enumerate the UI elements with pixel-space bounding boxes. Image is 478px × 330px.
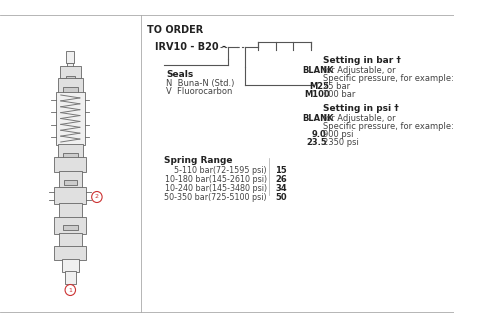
Bar [63,87,78,93]
Text: 900 psi: 900 psi [323,130,354,139]
Text: N  Buna-N (Std.): N Buna-N (Std.) [166,79,235,88]
Text: BLANK: BLANK [302,66,334,75]
Bar [62,259,79,272]
Bar [67,63,73,68]
Text: Setting in bar †: Setting in bar † [323,56,401,65]
Bar [54,187,87,204]
Bar [58,78,83,93]
Text: 50: 50 [275,193,287,202]
Text: 34: 34 [275,184,287,193]
Circle shape [65,284,76,295]
Text: TO ORDER: TO ORDER [147,25,204,35]
Text: BLANK: BLANK [302,114,334,123]
Text: M25: M25 [310,82,330,91]
Circle shape [92,191,102,203]
Bar [54,157,87,172]
Text: IRV10 - B20 -: IRV10 - B20 - [155,42,226,52]
Bar [59,203,82,218]
Text: 2350 psi: 2350 psi [323,138,359,147]
Text: 15: 15 [275,166,287,175]
Text: M100: M100 [304,90,330,99]
Text: Specific pressure, for example:: Specific pressure, for example: [323,122,454,131]
Text: Setting in psi †: Setting in psi † [323,104,399,113]
Bar [64,180,77,185]
Text: V  Fluorocarbon: V Fluorocarbon [166,87,233,96]
Bar [54,217,87,234]
Bar [65,271,76,284]
Bar [58,144,83,158]
Bar [54,246,87,260]
Text: Specific pressure, for example:: Specific pressure, for example: [323,74,454,83]
Text: 50-350 bar(725-5100 psi): 50-350 bar(725-5100 psi) [164,193,267,202]
Text: Seals: Seals [166,70,194,79]
Bar [65,76,75,82]
Text: 9.0: 9.0 [312,130,326,139]
Bar [66,51,74,63]
Bar [56,92,85,145]
Text: Spring Range: Spring Range [164,156,233,165]
Text: 23.5: 23.5 [306,138,326,147]
Bar [60,66,81,78]
Text: 10-180 bar(145-2610 psi): 10-180 bar(145-2610 psi) [165,175,267,184]
Text: 25 bar: 25 bar [323,82,350,91]
Bar [59,171,82,188]
Text: 5-110 bar(72-1595 psi): 5-110 bar(72-1595 psi) [174,166,267,175]
Text: 100 bar: 100 bar [323,90,355,99]
Text: 1: 1 [68,287,72,292]
Text: 26: 26 [275,175,287,184]
Text: 2: 2 [95,194,99,200]
Text: 10-240 bar(145-3480 psi): 10-240 bar(145-3480 psi) [165,184,267,193]
Text: for Adjustable, or: for Adjustable, or [323,66,396,75]
Bar [63,153,78,158]
Bar [63,225,78,230]
Text: for Adjustable, or: for Adjustable, or [323,114,396,123]
Bar [59,233,82,247]
